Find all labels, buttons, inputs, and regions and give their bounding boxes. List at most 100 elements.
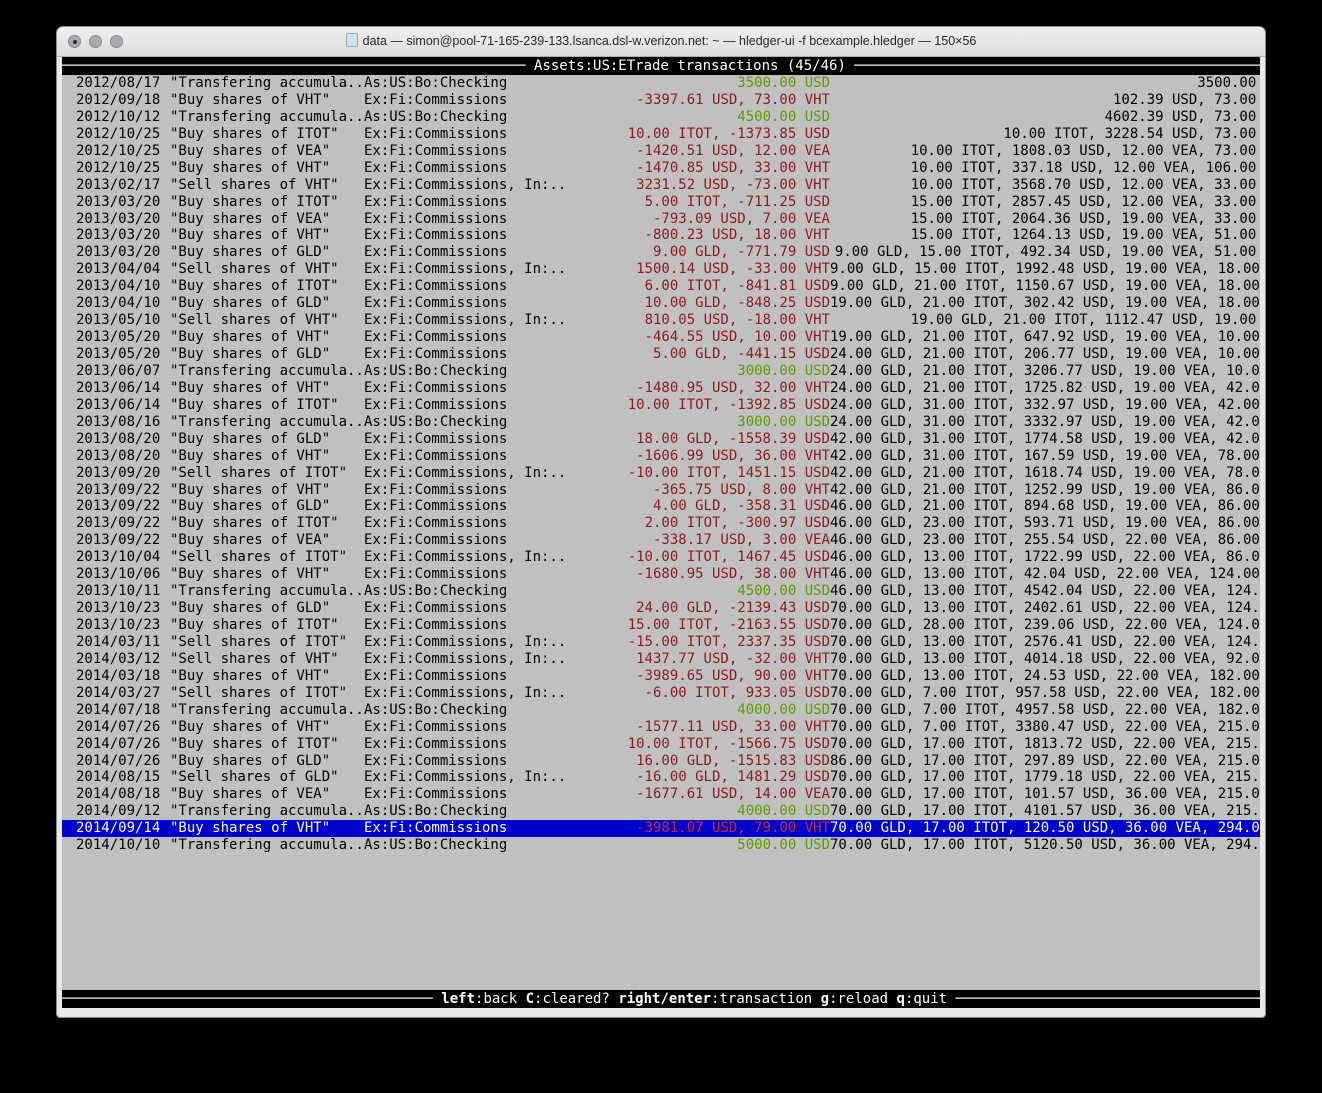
table-row[interactable]: 2013/10/23 "Buy shares of GLD" Ex:Fi:Commi… [62,600,1260,617]
row-balance: 4602.39 USD, 73.00 VHT [1104,108,1257,125]
table-row[interactable]: 2013/02/17 "Sell shares of VHT" Ex:Fi:Comm… [62,177,1260,194]
row-balance: 42.00 GLD, 31.00 ITOT, 1774.58 USD, 19.0… [830,430,1260,447]
transactions-table[interactable]: 2012/08/17 "Transfering accumula..As:US:B… [62,75,1260,990]
table-row[interactable]: 2013/04/04 "Sell shares of VHT" Ex:Fi:Comm… [62,261,1260,278]
table-row[interactable]: 2013/04/10 "Buy shares of ITOT" Ex:Fi:Comm… [62,278,1260,295]
table-row[interactable]: 2013/06/14 "Buy shares of VHT" Ex:Fi:Commi… [62,380,1260,397]
table-row[interactable]: 2014/08/18 "Buy shares of VEA" Ex:Fi:Commi… [62,786,1260,803]
table-row[interactable]: 2013/08/20 "Buy shares of GLD" Ex:Fi:Commi… [62,431,1260,448]
row-description: "Buy shares of VHT" [170,447,331,464]
table-row[interactable]: 2013/04/10 "Buy shares of GLD" Ex:Fi:Commi… [62,295,1260,312]
row-amount: -3397.61 USD, 73.00 VHT [636,91,830,108]
table-row[interactable]: 2013/08/16 "Transfering accumula..As:US:B… [62,414,1260,431]
table-row[interactable]: 2013/09/22 "Buy shares of VEA" Ex:Fi:Commi… [62,532,1260,549]
table-row[interactable]: 2014/10/10 "Transfering accumula..As:US:B… [62,837,1260,854]
row-date: 2013/08/20 [76,447,161,464]
table-row[interactable]: 2013/03/20 "Buy shares of VHT" Ex:Fi:Commi… [62,227,1260,244]
row-amount: -1680.95 USD, 38.00 VHT [636,566,830,583]
table-row[interactable]: 2012/10/12 "Transfering accumula..As:US:B… [62,109,1260,126]
row-description: "Buy shares of VHT" [170,566,331,583]
row-amount: 3231.52 USD, -73.00 VHT [636,176,830,193]
table-row[interactable]: 2013/05/20 "Buy shares of VHT" Ex:Fi:Commi… [62,329,1260,346]
table-row[interactable]: 2014/03/11 "Sell shares of ITOT" Ex:Fi:Com… [62,634,1260,651]
table-row[interactable]: 2013/09/22 "Buy shares of ITOT" Ex:Fi:Comm… [62,515,1260,532]
table-row[interactable]: 2013/10/23 "Buy shares of ITOT" Ex:Fi:Comm… [62,617,1260,634]
row-balance: 86.00 GLD, 17.00 ITOT, 297.89 USD, 22.00… [830,752,1260,769]
minimize-button[interactable] [89,35,102,48]
row-date: 2014/07/26 [76,735,161,752]
table-row[interactable]: 2014/07/26 "Buy shares of VHT" Ex:Fi:Commi… [62,719,1260,736]
table-row[interactable]: 2014/03/27 "Sell shares of ITOT" Ex:Fi:Com… [62,685,1260,702]
table-row[interactable]: 2012/10/25 "Buy shares of VHT" Ex:Fi:Commi… [62,160,1260,177]
status-action-cleared-: :cleared? [534,991,619,1007]
row-balance: 24.00 GLD, 31.00 ITOT, 332.97 USD, 19.00… [830,396,1260,413]
row-date: 2013/03/20 [76,244,161,261]
table-row[interactable]: 2012/10/25 "Buy shares of ITOT" Ex:Fi:Comm… [62,126,1260,143]
row-balance: 19.00 GLD, 21.00 ITOT, 1112.47 USD, 19.0… [910,312,1260,329]
row-balance: 24.00 GLD, 31.00 ITOT, 3332.97 USD, 19.0… [830,413,1260,430]
table-row[interactable]: 2013/09/22 "Buy shares of VHT" Ex:Fi:Commi… [62,482,1260,499]
row-balance: 70.00 GLD, 7.00 ITOT, 4957.58 USD, 22.00… [830,701,1260,718]
row-amount: -3989.65 USD, 90.00 VHT [636,667,830,684]
window-titlebar[interactable]: data — simon@pool-71-165-239-133.lsanca.… [57,27,1265,57]
table-row[interactable]: 2013/08/20 "Buy shares of VHT" Ex:Fi:Commi… [62,448,1260,465]
zoom-button[interactable] [110,35,123,48]
row-description: "Transfering accumula.. [170,837,364,854]
row-amount: 10.00 ITOT, -1392.85 USD [627,396,830,413]
table-row[interactable]: 2013/03/20 "Buy shares of GLD" Ex:Fi:Commi… [62,244,1260,261]
table-row[interactable]: 2012/10/25 "Buy shares of VEA" Ex:Fi:Commi… [62,143,1260,160]
status-bar[interactable]: ────────────────────────────────────────… [62,990,1260,1008]
table-row[interactable]: 2014/07/26 "Buy shares of GLD" Ex:Fi:Commi… [62,753,1260,770]
table-row[interactable]: 2013/09/22 "Buy shares of GLD" Ex:Fi:Commi… [62,498,1260,515]
row-account: Ex:Fi:Commissions [364,786,508,803]
row-date: 2013/08/16 [76,413,161,430]
status-key-right-enter[interactable]: right/enter [618,991,712,1007]
window-controls[interactable] [68,35,123,48]
row-account: Ex:Fi:Commissions [364,820,508,837]
status-key-left[interactable]: left [441,991,476,1007]
table-row[interactable]: 2013/05/20 "Buy shares of GLD" Ex:Fi:Commi… [62,346,1260,363]
table-row[interactable]: 2014/03/18 "Buy shares of VHT" Ex:Fi:Commi… [62,668,1260,685]
row-description: "Buy shares of VEA" [170,142,331,159]
table-row[interactable]: 2013/06/07 "Transfering accumula..As:US:B… [62,363,1260,380]
row-amount: 2.00 ITOT, -300.97 USD [644,515,830,532]
row-date: 2013/09/22 [76,498,161,515]
table-row[interactable]: 2014/03/12 "Sell shares of VHT" Ex:Fi:Comm… [62,651,1260,668]
row-amount: -15.00 ITOT, 2337.35 USD [627,633,830,650]
table-row[interactable]: 2013/05/10 "Sell shares of VHT" Ex:Fi:Comm… [62,312,1260,329]
table-row[interactable]: 2014/09/12 "Transfering accumula..As:US:B… [62,803,1260,820]
close-button[interactable] [68,35,81,48]
row-date: 2013/10/04 [76,549,161,566]
table-row[interactable]: 2013/06/14 "Buy shares of ITOT" Ex:Fi:Comm… [62,397,1260,414]
row-amount: -1420.51 USD, 12.00 VEA [636,142,830,159]
row-balance: 70.00 GLD, 13.00 ITOT, 2576.41 USD, 22.0… [830,633,1260,650]
table-row[interactable]: 2013/10/04 "Sell shares of ITOT" Ex:Fi:Com… [62,549,1260,566]
row-account: Ex:Fi:Commissions [364,481,508,498]
status-key-c[interactable]: C [525,991,535,1007]
table-row[interactable]: 2012/09/18 "Buy shares of VHT" Ex:Fi:Commi… [62,92,1260,109]
row-date: 2014/09/12 [76,803,161,820]
table-row[interactable]: 2013/09/20 "Sell shares of ITOT" Ex:Fi:Com… [62,465,1260,482]
table-row[interactable]: 2014/07/26 "Buy shares of ITOT" Ex:Fi:Comm… [62,736,1260,753]
row-balance: 9.00 GLD, 15.00 ITOT, 1992.48 USD, 19.00… [830,261,1260,278]
row-amount: 4500.00 USD [737,108,830,125]
table-row[interactable]: 2013/03/20 "Buy shares of ITOT" Ex:Fi:Comm… [62,194,1260,211]
table-row[interactable]: 2014/07/18 "Transfering accumula..As:US:B… [62,702,1260,719]
row-account: Ex:Fi:Commissions [364,278,508,295]
table-row[interactable]: 2013/10/06 "Buy shares of VHT" Ex:Fi:Commi… [62,566,1260,583]
table-row[interactable]: 2014/09/14 "Buy shares of VHT" Ex:Fi:Commi… [62,820,1260,838]
row-description: "Buy shares of VHT" [170,379,331,396]
row-account: Ex:Fi:Commissions [364,125,508,142]
table-row[interactable]: 2014/08/15 "Sell shares of GLD" Ex:Fi:Comm… [62,769,1260,786]
row-date: 2014/08/18 [76,786,161,803]
row-date: 2012/08/17 [76,75,161,91]
row-date: 2013/02/17 [76,176,161,193]
status-key-q[interactable]: q [896,991,905,1007]
table-row[interactable]: 2013/03/20 "Buy shares of VEA" Ex:Fi:Commi… [62,211,1260,228]
status-key-g[interactable]: g [820,991,830,1007]
table-row[interactable]: 2013/10/11 "Transfering accumula..As:US:B… [62,583,1260,600]
row-description: "Buy shares of GLD" [170,346,331,362]
row-balance: 70.00 GLD, 13.00 ITOT, 2402.61 USD, 22.0… [830,600,1260,617]
table-row[interactable]: 2012/08/17 "Transfering accumula..As:US:B… [62,75,1260,92]
row-date: 2014/10/10 [76,837,161,854]
